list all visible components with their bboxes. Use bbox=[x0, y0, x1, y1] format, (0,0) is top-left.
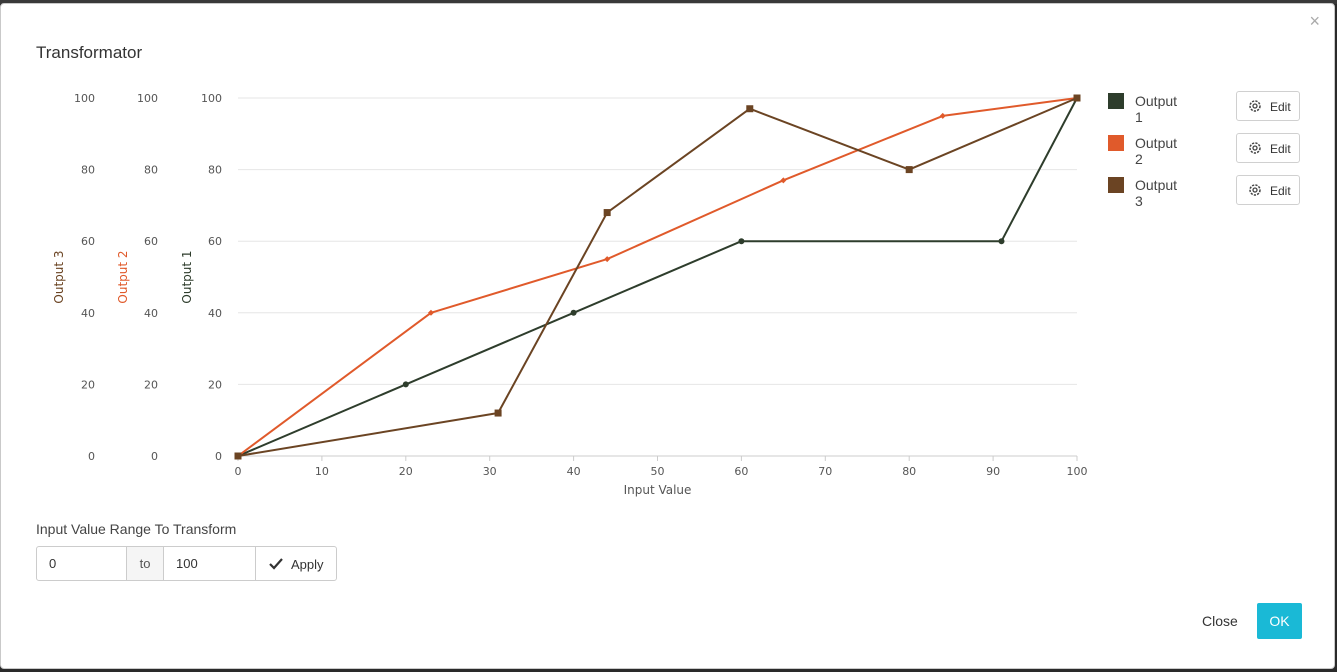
y-axis-title: Output 3 bbox=[52, 250, 66, 303]
data-point bbox=[998, 238, 1005, 245]
x-tick-label: 40 bbox=[567, 465, 581, 478]
gear-icon bbox=[1249, 142, 1261, 154]
legend-swatch bbox=[1108, 135, 1124, 151]
data-point bbox=[427, 309, 434, 316]
y-tick-label: 0 bbox=[88, 450, 95, 463]
y-tick-label: 40 bbox=[144, 307, 158, 320]
y-tick-label: 80 bbox=[81, 164, 95, 177]
transform-chart: 0 10 20 30 40 50 60 70 80 90 100 Input Value 0 20 40 60… bbox=[52, 92, 1088, 497]
transformator-dialog: × Transformator 0 10 20 30 40 50 60 70 80 90 100 In… bbox=[0, 3, 1335, 669]
y-tick-label: 40 bbox=[208, 307, 222, 320]
series-line-output-2 bbox=[237, 97, 1078, 457]
data-point bbox=[570, 309, 577, 316]
ok-button[interactable]: OK bbox=[1257, 603, 1302, 639]
x-tick-label: 20 bbox=[399, 465, 413, 478]
edit-label: Edit bbox=[1270, 142, 1291, 156]
close-icon[interactable]: × bbox=[1309, 11, 1320, 31]
legend-swatch bbox=[1108, 93, 1124, 109]
x-tick-label: 10 bbox=[315, 465, 329, 478]
y-axis-title: Output 2 bbox=[116, 250, 130, 303]
y-tick-label: 60 bbox=[208, 235, 222, 248]
apply-button[interactable]: Apply bbox=[255, 546, 337, 581]
check-icon bbox=[269, 558, 283, 570]
y-tick-label: 100 bbox=[74, 92, 95, 105]
range-label: Input Value Range To Transform bbox=[36, 521, 237, 537]
range-from-input[interactable] bbox=[36, 546, 127, 581]
y-tick-label: 100 bbox=[137, 92, 158, 105]
x-tick-label: 70 bbox=[818, 465, 832, 478]
y-tick-label: 0 bbox=[215, 450, 222, 463]
series-line-output-1 bbox=[237, 97, 1078, 457]
data-point bbox=[746, 105, 754, 113]
range-to-input[interactable] bbox=[163, 546, 256, 581]
y-tick-label: 80 bbox=[208, 164, 222, 177]
legend-label: Output 1 bbox=[1135, 93, 1178, 125]
edit-output-1-button[interactable]: Edit bbox=[1236, 91, 1300, 121]
y-tick-label: 60 bbox=[81, 235, 95, 248]
data-point bbox=[604, 256, 611, 263]
y-tick-label: 40 bbox=[81, 307, 95, 320]
x-tick-label: 90 bbox=[986, 465, 1000, 478]
edit-output-2-button[interactable]: Edit bbox=[1236, 133, 1300, 163]
data-point bbox=[738, 238, 745, 245]
close-button[interactable]: Close bbox=[1202, 613, 1238, 629]
y-tick-label: 60 bbox=[144, 235, 158, 248]
edit-output-3-button[interactable]: Edit bbox=[1236, 175, 1300, 205]
data-point bbox=[402, 381, 409, 388]
series-line-output-3 bbox=[237, 97, 1078, 457]
y-tick-label: 100 bbox=[201, 92, 222, 105]
data-point bbox=[603, 209, 611, 217]
gear-icon bbox=[1249, 100, 1261, 112]
x-tick-label: 100 bbox=[1067, 465, 1088, 478]
edit-label: Edit bbox=[1270, 184, 1291, 198]
data-point bbox=[905, 166, 913, 174]
legend-swatch bbox=[1108, 177, 1124, 193]
x-tick-label: 50 bbox=[651, 465, 665, 478]
x-axis-title: Input Value bbox=[624, 483, 692, 497]
edit-label: Edit bbox=[1270, 100, 1291, 114]
legend-label: Output 2 bbox=[1135, 135, 1178, 167]
data-point bbox=[780, 177, 787, 184]
x-tick-label: 0 bbox=[235, 465, 242, 478]
data-point bbox=[234, 452, 242, 460]
data-point bbox=[494, 409, 502, 417]
y-axis-title: Output 1 bbox=[180, 250, 194, 303]
apply-label: Apply bbox=[291, 557, 324, 572]
gear-icon bbox=[1249, 184, 1261, 196]
dialog-title: Transformator bbox=[36, 43, 143, 62]
legend-label: Output 3 bbox=[1135, 177, 1178, 209]
y-tick-label: 80 bbox=[144, 164, 158, 177]
range-separator: to bbox=[126, 546, 164, 581]
x-tick-label: 80 bbox=[902, 465, 916, 478]
x-tick-label: 60 bbox=[734, 465, 748, 478]
data-point bbox=[1073, 94, 1081, 102]
backdrop bbox=[0, 0, 1337, 4]
y-tick-label: 20 bbox=[208, 378, 222, 391]
y-tick-label: 20 bbox=[144, 378, 158, 391]
y-tick-label: 20 bbox=[81, 378, 95, 391]
data-point bbox=[939, 112, 946, 119]
x-tick-label: 30 bbox=[483, 465, 497, 478]
y-tick-label: 0 bbox=[151, 450, 158, 463]
